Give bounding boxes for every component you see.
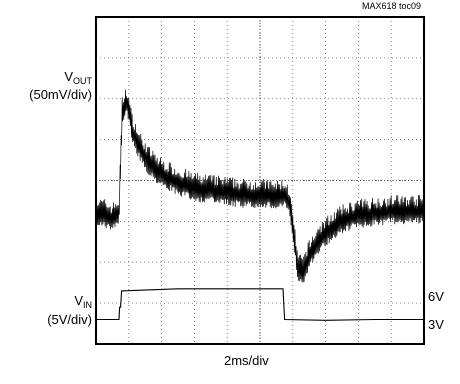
vin-name-main: V [74, 293, 83, 308]
vout-name-sub: OUT [73, 76, 92, 86]
vin-trace [96, 288, 424, 321]
vin-name-sub: IN [83, 300, 92, 310]
grid [96, 17, 424, 344]
plot-frame [95, 16, 425, 345]
vout-name: VOUT [30, 69, 92, 87]
traces [95, 89, 425, 321]
level-6v: 6V [428, 289, 444, 304]
x-scale-label: 2ms/div [224, 353, 269, 368]
vout-name-main: V [64, 69, 73, 84]
level-3v: 3V [428, 317, 444, 332]
vout-trace [95, 89, 425, 283]
vin-scale: (5V/div) [47, 312, 92, 327]
vout-scale: (50mV/div) [29, 87, 92, 102]
vin-name: VIN [30, 293, 92, 311]
reference-label: MAX618 toc09 [362, 1, 422, 11]
